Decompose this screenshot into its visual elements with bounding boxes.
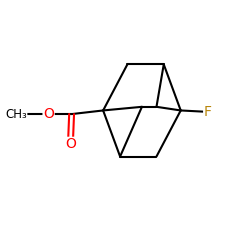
Text: O: O <box>43 107 54 121</box>
Text: F: F <box>204 105 212 119</box>
Text: CH₃: CH₃ <box>5 108 27 120</box>
Text: O: O <box>65 138 76 151</box>
